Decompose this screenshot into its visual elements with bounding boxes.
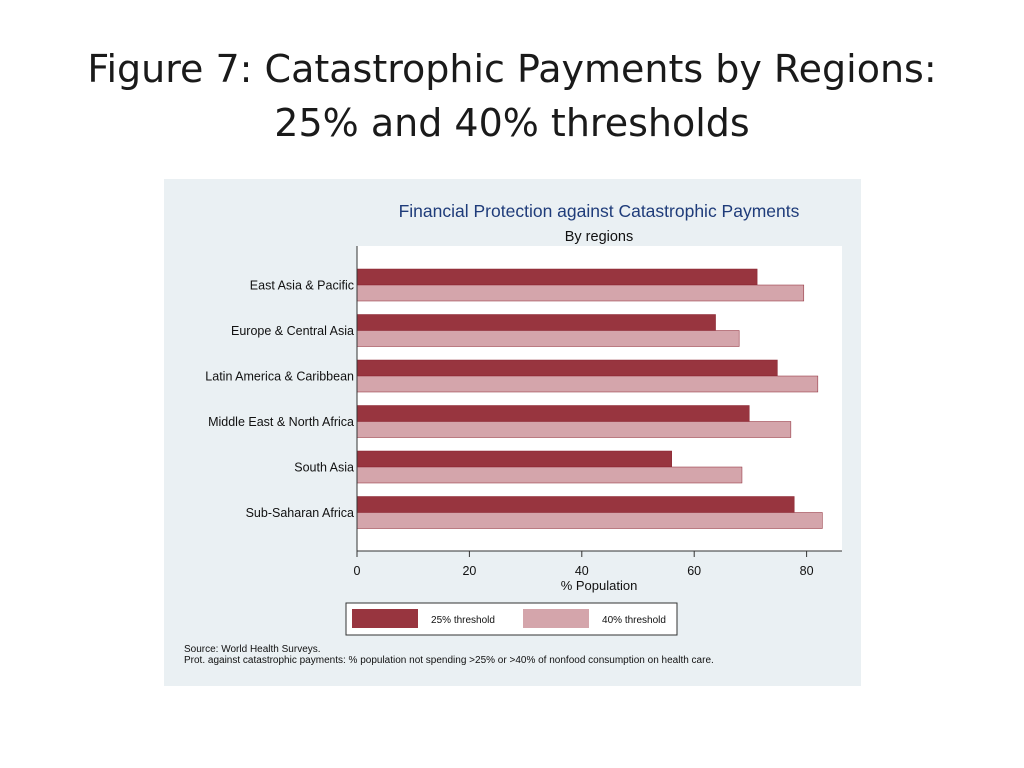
legend-label-40: 40% threshold	[602, 615, 666, 626]
bar-40-5	[356, 512, 823, 529]
x-axis-label: % Population	[561, 578, 638, 593]
bar-25-5	[356, 496, 795, 513]
category-label-5: Sub-Saharan Africa	[246, 506, 354, 520]
slide-title: Figure 7: Catastrophic Payments by Regio…	[0, 42, 1024, 150]
bar-chart: Financial Protection against Catastrophi…	[184, 201, 842, 666]
bar-25-1	[356, 314, 716, 331]
bar-40-0	[356, 284, 805, 302]
category-label-0: East Asia & Pacific	[250, 279, 354, 293]
bar-40-4	[356, 466, 743, 484]
bar-25-4	[356, 450, 672, 468]
bar-25-2	[356, 359, 778, 377]
slide-title-line-1: Figure 7: Catastrophic Payments by Regio…	[87, 47, 937, 91]
legend-label-25: 25% threshold	[431, 615, 495, 626]
x-tick-label-2: 40	[575, 564, 589, 578]
legend-box	[345, 602, 678, 636]
bar-40-2	[356, 375, 819, 393]
bar-40-3	[356, 421, 792, 438]
category-label-2: Latin America & Caribbean	[205, 370, 354, 384]
category-label-3: Middle East & North Africa	[208, 415, 354, 429]
bar-25-0	[356, 268, 758, 286]
legend-swatch-25	[352, 609, 418, 628]
chart-panel: Financial Protection against Catastrophi…	[164, 179, 861, 686]
chart-subtitle: By regions	[565, 229, 634, 245]
chart-title: Financial Protection against Catastrophi…	[399, 201, 800, 221]
bar-25-3	[356, 405, 750, 422]
x-tick-label-4: 80	[800, 564, 814, 578]
source-note: Source: World Health Surveys.	[184, 644, 321, 655]
definition-note: Prot. against catastrophic payments: % p…	[184, 655, 714, 666]
x-tick-label-1: 20	[462, 564, 476, 578]
legend-swatch-40	[523, 609, 589, 628]
x-tick-label-0: 0	[354, 564, 361, 578]
category-label-1: Europe & Central Asia	[231, 324, 354, 338]
x-tick-label-3: 60	[687, 564, 701, 578]
category-label-4: South Asia	[294, 461, 354, 475]
bar-40-1	[356, 330, 740, 347]
slide-title-line-2: 25% and 40% thresholds	[274, 101, 750, 145]
